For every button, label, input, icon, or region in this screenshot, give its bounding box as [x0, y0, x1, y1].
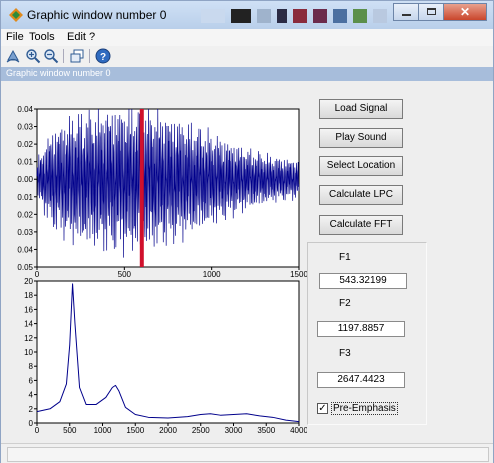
y-tick-label: 0.03: [17, 123, 33, 132]
y-tick-label: 0.01: [17, 193, 33, 202]
window-controls: ✕: [393, 3, 487, 21]
title-bar[interactable]: Graphic window number 0 ✕: [1, 1, 493, 29]
formant-panel: [307, 242, 427, 425]
x-tick-label: 500: [118, 270, 132, 279]
calculate-fft-button[interactable]: Calculate FFT: [319, 215, 403, 235]
y-tick-label: 10: [24, 348, 33, 357]
menu-tools[interactable]: Tools: [29, 31, 55, 43]
y-tick-label: 2: [29, 405, 34, 414]
select-location-button[interactable]: Select Location: [319, 156, 403, 176]
y-tick-label: 4: [29, 391, 34, 400]
y-tick-label: 0.04: [17, 105, 33, 114]
plot-area: [36, 280, 300, 424]
toolbar-separator: [63, 49, 64, 63]
app-icon: [9, 8, 23, 22]
x-tick-label: 2000: [159, 426, 177, 435]
f2-value-field[interactable]: 1197.8857: [317, 321, 405, 337]
x-tick-label: 0: [35, 270, 40, 279]
x-tick-label: 1500: [290, 270, 307, 279]
spectrum-line: [36, 283, 300, 423]
menu-file[interactable]: File: [6, 31, 24, 43]
toolbar: ?: [1, 46, 493, 67]
maximize-icon: [427, 8, 436, 15]
maximize-button[interactable]: [418, 3, 444, 21]
y-tick-label: 0.04: [17, 245, 33, 254]
f3-label: F3: [339, 348, 351, 359]
y-tick-label: 0.01: [17, 158, 33, 167]
rotate-icon[interactable]: [5, 48, 21, 64]
x-tick-label: 1000: [94, 426, 112, 435]
x-tick-label: 3500: [257, 426, 275, 435]
graphic-window-header: Graphic window number 0: [1, 67, 493, 81]
x-tick-label: 500: [63, 426, 77, 435]
window-title: Graphic window number 0: [27, 8, 167, 22]
taskbar-thumbnails: [201, 9, 421, 23]
y-tick-label: 0.05: [17, 263, 33, 272]
calculate-lpc-button[interactable]: Calculate LPC: [319, 185, 403, 205]
menu-help[interactable]: ?: [89, 31, 96, 43]
graphic-window-label: Graphic window number 0: [6, 68, 111, 78]
x-tick-label: 3000: [225, 426, 243, 435]
window-icon[interactable]: [69, 48, 85, 64]
svg-text:?: ?: [100, 52, 106, 63]
zoom-in-icon[interactable]: [25, 48, 41, 64]
y-tick-label: 0.03: [17, 228, 33, 237]
y-tick-label: 8: [29, 362, 34, 371]
y-tick-label: 0.02: [17, 140, 33, 149]
play-sound-button[interactable]: Play Sound: [319, 128, 403, 148]
y-tick-label: 12: [24, 334, 33, 343]
y-tick-label: 6: [29, 376, 34, 385]
pre-emphasis-checkbox[interactable]: ✓: [317, 403, 328, 414]
signal-plot: 0 500 1000 1500 0.04 0.03 0.02 0.01 0.00 0.01 0.02…: [17, 105, 307, 279]
f1-value-field[interactable]: 543.32199: [319, 273, 407, 289]
y-tick-label: 14: [24, 320, 33, 329]
spectrum-plot: 0 500 1000 1500 2000 2500 3000 3500 4000 0 2 4 6 8 10 1…: [24, 277, 307, 435]
f3-value-field[interactable]: 2647.4423: [317, 372, 405, 388]
close-icon: ✕: [459, 5, 471, 19]
signal-waveform: [36, 108, 300, 258]
x-tick-label: 1000: [203, 270, 221, 279]
menu-edit[interactable]: Edit: [67, 31, 86, 43]
y-tick-label: 0.02: [17, 210, 33, 219]
minimize-button[interactable]: [393, 3, 419, 21]
graphic-area: 0 500 1000 1500 0.04 0.03 0.02 0.01 0.00 0.01 0.02…: [1, 81, 493, 443]
menu-bar: File Tools Edit ?: [1, 29, 493, 46]
help-icon[interactable]: ?: [95, 48, 111, 64]
x-tick-label: 4000: [290, 426, 307, 435]
f1-label: F1: [339, 252, 351, 263]
zoom-out-icon[interactable]: [43, 48, 59, 64]
y-tick-label: 0.00: [17, 175, 33, 184]
toolbar-separator: [89, 49, 90, 63]
f2-label: F2: [339, 298, 351, 309]
status-bar: [1, 443, 493, 463]
status-field: [7, 447, 489, 462]
y-tick-label: 16: [24, 305, 33, 314]
load-signal-button[interactable]: Load Signal: [319, 99, 403, 119]
y-tick-label: 18: [24, 291, 33, 300]
pre-emphasis-label[interactable]: Pre-Emphasis: [331, 402, 398, 415]
x-tick-label: 2500: [192, 426, 210, 435]
x-tick-label: 0: [35, 426, 40, 435]
plots-canvas: 0 500 1000 15000.040.030.020.010.000.010.02…: [17, 105, 307, 435]
y-tick-label: 0: [29, 419, 34, 428]
y-tick-label: 20: [24, 277, 33, 286]
minimize-icon: [402, 14, 411, 16]
x-tick-label: 1500: [126, 426, 144, 435]
close-button[interactable]: ✕: [443, 3, 487, 21]
